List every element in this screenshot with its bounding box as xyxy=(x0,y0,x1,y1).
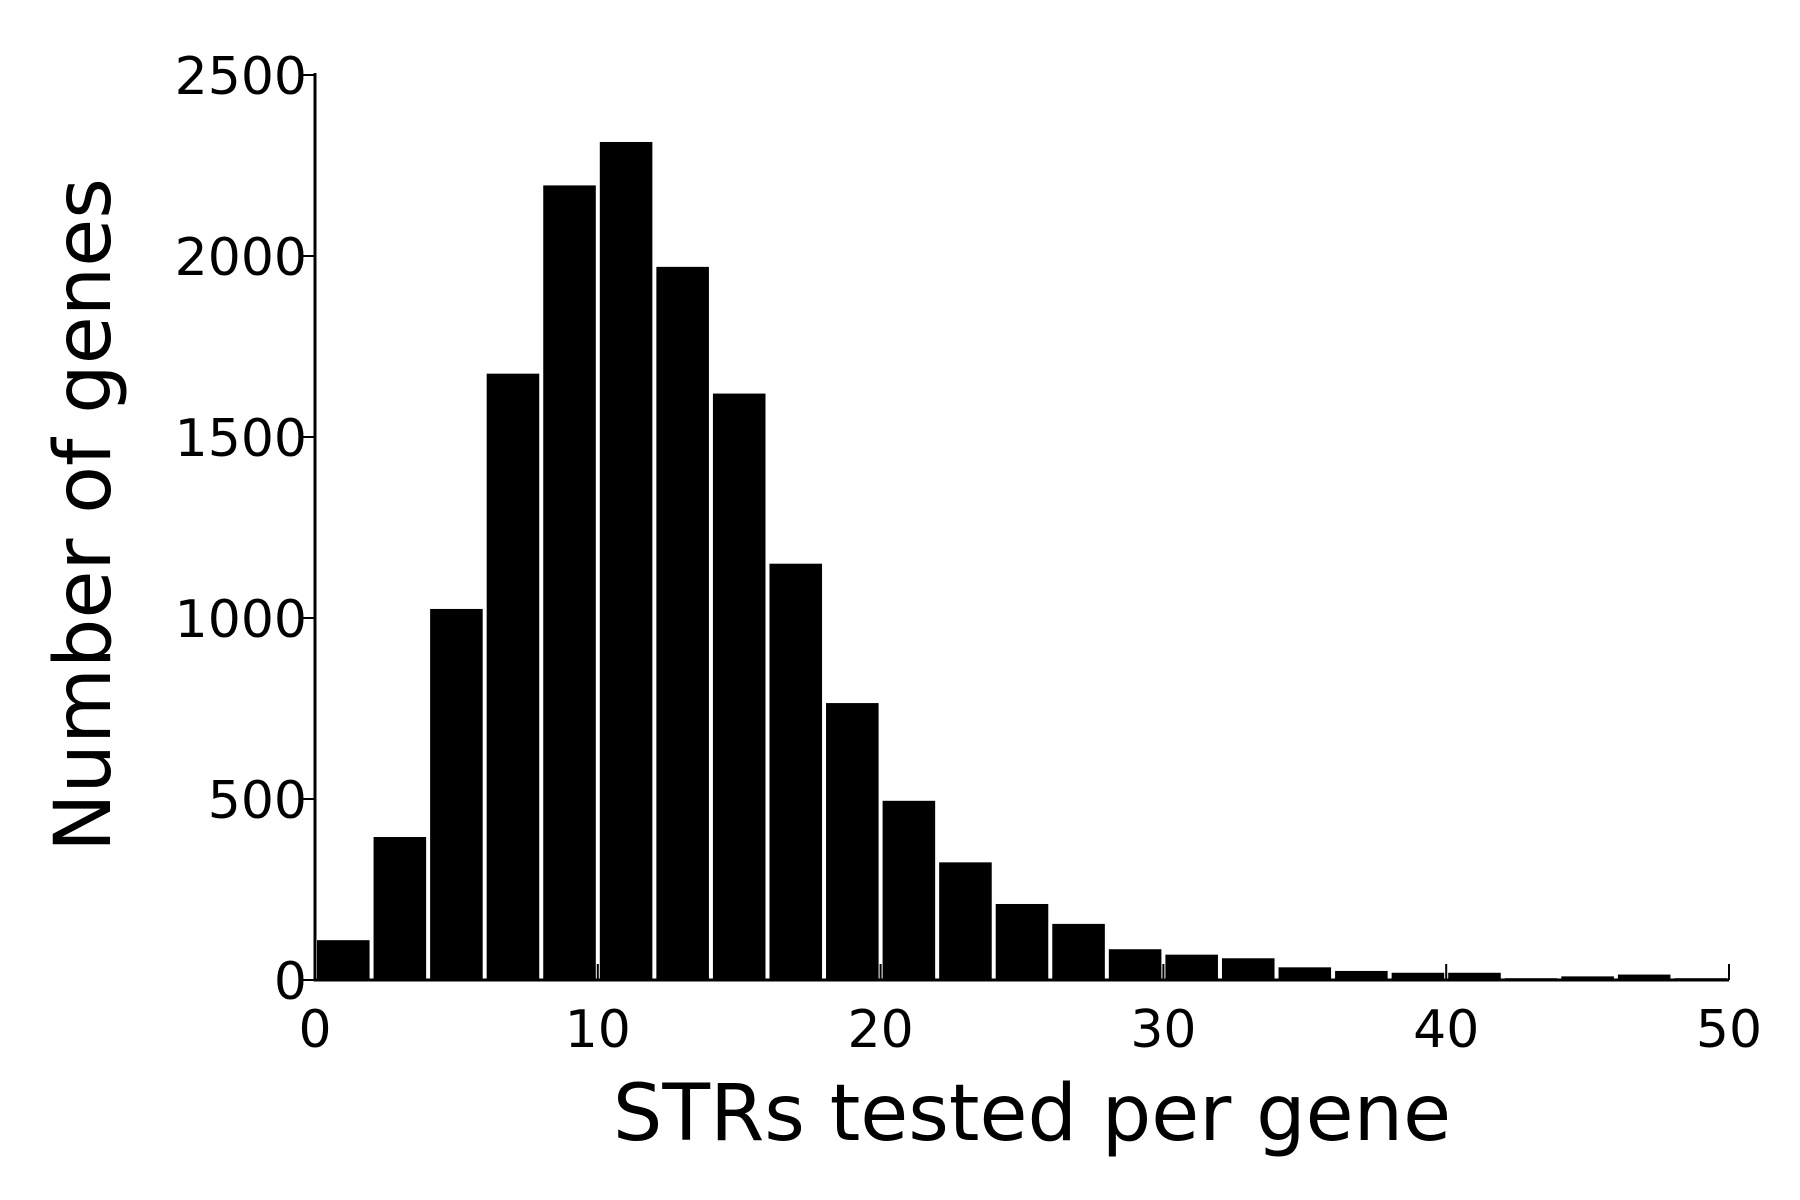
y-axis-title: Number of genes xyxy=(39,178,129,852)
x-tick-label: 50 xyxy=(1696,1000,1762,1060)
y-tick-label: 1000 xyxy=(175,590,307,650)
histogram-bar xyxy=(1108,949,1162,980)
histogram-bar xyxy=(1052,923,1105,980)
histogram-bar xyxy=(1448,972,1501,980)
histogram-bar xyxy=(1561,976,1614,980)
histogram-bar xyxy=(1617,974,1671,980)
x-tick-label: 0 xyxy=(298,1000,331,1060)
x-tick-label: 30 xyxy=(1130,1000,1196,1060)
histogram-bar xyxy=(543,185,596,980)
x-tick-label: 20 xyxy=(848,1000,914,1060)
histogram-bar xyxy=(373,837,427,980)
histogram-bar xyxy=(486,373,540,980)
axes-group xyxy=(313,73,1729,982)
x-tick-label: 10 xyxy=(565,1000,631,1060)
histogram-bar xyxy=(712,393,766,980)
x-axis-title: STRs tested per gene xyxy=(613,1069,1451,1159)
y-ticks-group: 0 500 1000 1500 2000 2500 xyxy=(175,47,315,1012)
y-tick-label: 500 xyxy=(208,771,307,831)
histogram-bar xyxy=(882,800,936,980)
histogram-bar xyxy=(656,266,709,980)
x-ticks-group: 0 10 20 30 40 50 xyxy=(298,964,1762,1060)
histogram-bar xyxy=(1335,970,1388,980)
histogram-bar xyxy=(769,563,823,980)
y-tick-label: 1500 xyxy=(175,409,307,469)
bars-group xyxy=(317,141,1727,981)
histogram-bar xyxy=(939,862,992,980)
x-tick-label: 40 xyxy=(1413,1000,1479,1060)
histogram-bar xyxy=(1278,967,1332,980)
histogram-bar xyxy=(826,703,879,980)
y-tick-label: 2000 xyxy=(175,228,307,288)
y-tick-label: 2500 xyxy=(175,47,307,107)
histogram-bar xyxy=(1391,972,1445,980)
histogram-bar xyxy=(430,608,483,980)
histogram-bar xyxy=(1221,958,1275,980)
histogram-bar xyxy=(995,903,1049,980)
histogram-bar xyxy=(599,141,653,981)
histogram-bar xyxy=(317,940,370,980)
y-tick-label: 0 xyxy=(274,952,307,1012)
histogram-bar xyxy=(1165,954,1218,980)
